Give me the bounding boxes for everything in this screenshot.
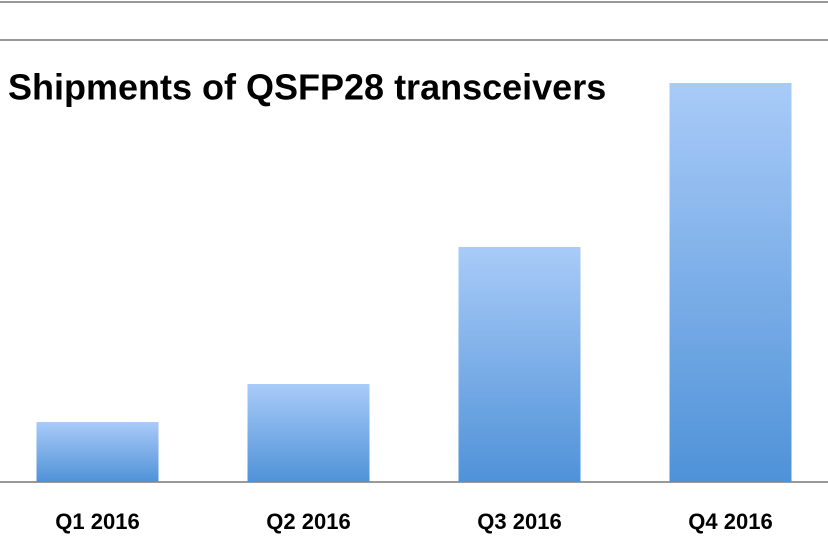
bar [458, 247, 581, 482]
x-tick-label: Q2 2016 [266, 509, 350, 534]
chart-title: Shipments of QSFP28 transceivers [8, 67, 606, 108]
bar [669, 83, 792, 482]
x-tick-label: Q4 2016 [688, 509, 772, 534]
bar [247, 384, 370, 482]
x-tick-label: Q1 2016 [55, 509, 139, 534]
bar [36, 422, 159, 482]
x-tick-label: Q3 2016 [477, 509, 561, 534]
